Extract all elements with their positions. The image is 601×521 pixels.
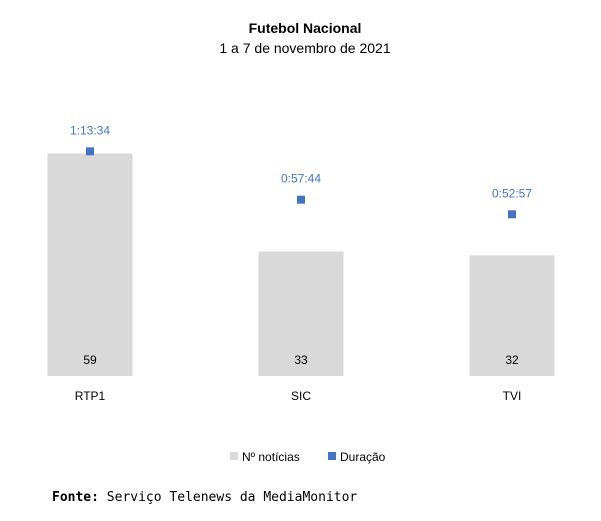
bar-sic	[258, 251, 344, 376]
bar-value-label: 32	[505, 353, 519, 367]
chart-title: Futebol Nacional	[249, 20, 362, 36]
legend-label-duracao: Duração	[340, 450, 386, 464]
chart-subtitle: 1 a 7 de novembro de 2021	[219, 40, 390, 56]
x-tick-label: SIC	[291, 389, 311, 403]
source-label: Fonte:	[52, 490, 99, 505]
duration-marker-tvi	[508, 210, 516, 219]
bar-value-label: 59	[83, 353, 97, 367]
duration-marker-rtp1	[86, 147, 94, 156]
bar-rtp1	[47, 153, 133, 376]
source-text: Serviço Telenews da MediaMonitor	[106, 490, 358, 505]
legend-label-noticias: Nº notícias	[242, 450, 300, 464]
legend: Nº notícias Duração	[230, 450, 386, 464]
duration-label: 0:57:44	[281, 172, 321, 186]
source-note: Fonte: Serviço Telenews da MediaMonitor	[52, 490, 357, 505]
chart-svg: Futebol Nacional 1 a 7 de novembro de 20…	[20, 20, 585, 464]
bar-value-label: 33	[294, 353, 308, 367]
duration-label: 0:52:57	[492, 186, 532, 200]
x-tick-label: RTP1	[75, 389, 106, 403]
duration-marker-sic	[297, 195, 305, 204]
duration-label: 1:13:34	[70, 123, 110, 137]
bar-tvi	[469, 255, 555, 376]
legend-swatch-duracao	[328, 452, 336, 460]
x-tick-label: TVI	[503, 389, 522, 403]
legend-swatch-noticias	[230, 452, 238, 460]
plot-area: 59 RTP1 1:13:34 33 SIC 0:57:44 32 TVI 0:52:57	[20, 123, 585, 403]
